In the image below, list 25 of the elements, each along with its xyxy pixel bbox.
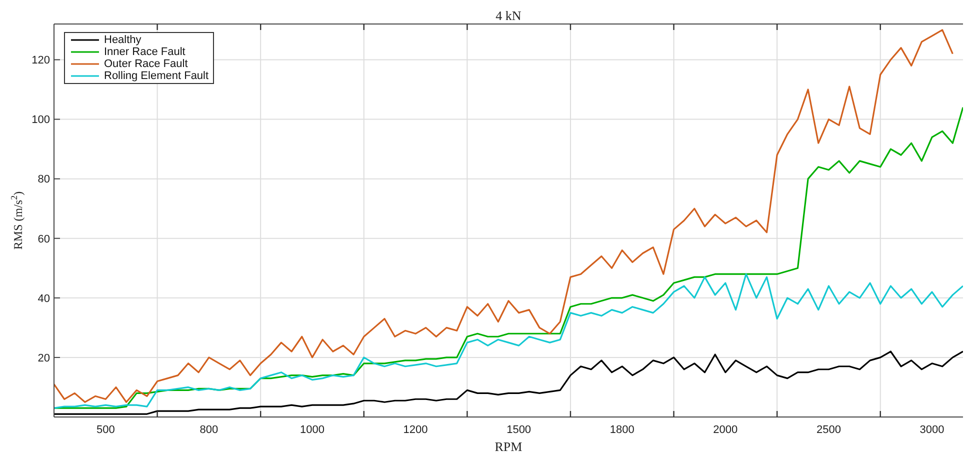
- x-tick-label: 800: [200, 424, 218, 436]
- legend-label: Inner Race Fault: [104, 46, 186, 58]
- legend-label: Healthy: [104, 34, 142, 46]
- legend-label: Outer Race Fault: [104, 58, 188, 70]
- y-tick-label: 20: [38, 352, 50, 364]
- x-axis-title: RPM: [494, 439, 523, 453]
- line-series: [54, 106, 963, 409]
- x-tick-label: 500: [96, 424, 115, 436]
- x-tick-label: 1500: [506, 424, 532, 436]
- x-tick-label: 1200: [403, 424, 428, 436]
- x-tick-label: 1800: [610, 424, 634, 436]
- line-series: [54, 273, 963, 409]
- x-tick-label: 2500: [816, 424, 841, 436]
- line-series: [54, 29, 954, 403]
- y-tick-label: 100: [32, 114, 50, 126]
- line-series: [54, 350, 963, 415]
- x-tick-label: 3000: [920, 424, 944, 436]
- chart-title: 4 kN: [496, 8, 522, 23]
- y-tick-label: 40: [38, 292, 50, 305]
- legend-label: Rolling Element Fault: [104, 70, 209, 82]
- x-tick-label: 2000: [713, 424, 738, 436]
- y-tick-label: 60: [38, 233, 50, 246]
- y-tick-label: 120: [32, 54, 50, 67]
- x-tick-label: 1000: [300, 424, 324, 436]
- y-tick-label: 80: [38, 174, 50, 186]
